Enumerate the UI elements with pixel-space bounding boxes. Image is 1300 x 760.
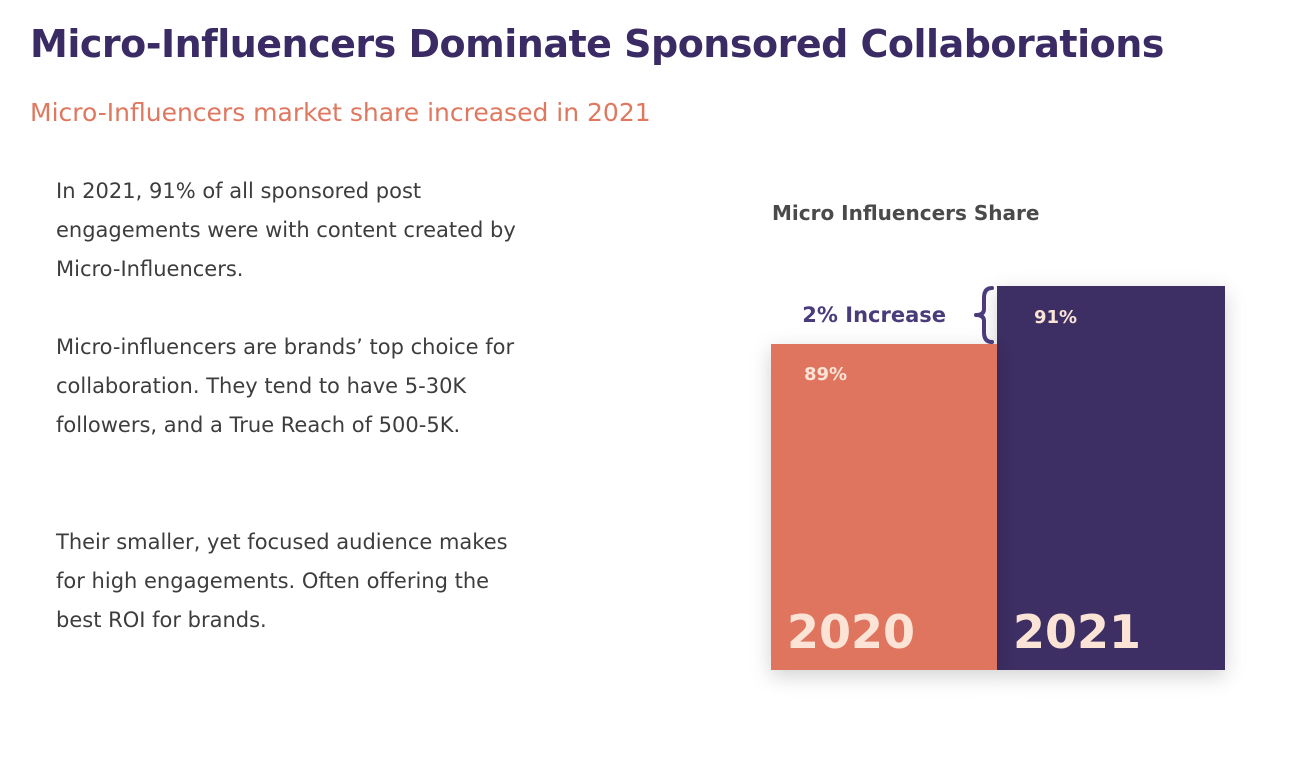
category-label-2020: 2020 [787,605,915,659]
value-label-2020: 89% [804,364,847,385]
page-subtitle: Micro-Influencers market share increased… [30,98,651,127]
category-label-2021: 2021 [1013,605,1141,659]
body-paragraph-2: Micro-influencers are brands’ top choice… [56,335,515,437]
labels-group: 89% 91% 2020 2021 2% Increase [787,286,1141,659]
value-label-2021: 91% [1034,307,1077,328]
increase-annotation: 2% Increase [802,303,946,327]
increase-brace [974,286,994,344]
bar-2020 [771,344,997,670]
bars-group [771,286,1225,670]
page-title: Micro-Influencers Dominate Sponsored Col… [30,22,1164,66]
chart-title: Micro Influencers Share [772,201,1040,225]
body-paragraph-1: In 2021, 91% of all sponsored post engag… [56,179,516,281]
body-paragraph-3: Their smaller, yet focused audience make… [56,530,508,632]
bar-2021 [997,286,1225,670]
